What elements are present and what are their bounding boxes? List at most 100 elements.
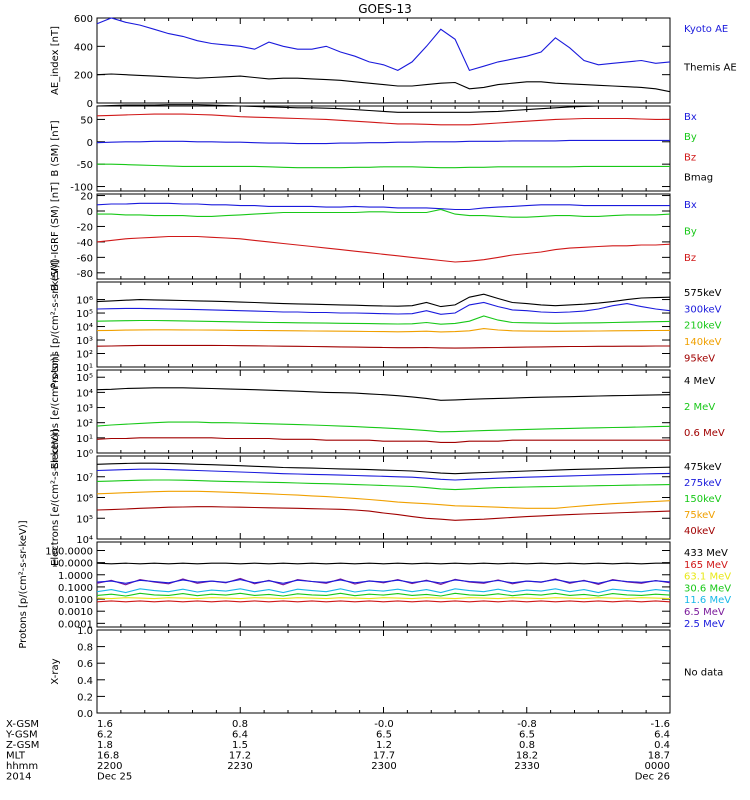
series-line-bmag (96, 104, 670, 113)
y-tick-label: 10² (76, 350, 93, 361)
legend-entry: 275keV (684, 478, 722, 489)
y-tick-label: 10⁵ (76, 514, 93, 525)
y-axis-label: Electrons [e/(cm²-s-sr)] (50, 354, 61, 470)
legend-entry: 140keV (684, 337, 722, 348)
xaxis-row-label: MLT (6, 751, 26, 762)
y-axis-label: B (SM)-IGRF (SM) [nT] (50, 182, 61, 291)
y-tick-label: -100 (70, 183, 93, 194)
xaxis-row-value: 6.5 (376, 730, 392, 741)
xaxis-row-value: 17.2 (229, 751, 251, 762)
panel-1: 0 200 400 600 AE_index [nT] Kyoto AE Themis AE (50, 14, 737, 110)
series-line-4-mev (96, 387, 671, 401)
xaxis-row-label: Y-GSM (5, 730, 38, 741)
y-tick-label: 1.0 (77, 626, 93, 637)
legend-entry: Bz (684, 253, 696, 264)
y-tick-label: 10.0000 (52, 559, 93, 570)
series-line-by (97, 208, 671, 218)
no-data-note: No data (684, 668, 723, 679)
xaxis-row-value: 0000 (645, 761, 670, 772)
xaxis-row-value: 6.2 (97, 730, 113, 741)
y-tick-label: 10⁴ (76, 535, 93, 546)
legend-entry: 4 MeV (684, 376, 715, 387)
xaxis-row-value: Dec 25 (97, 772, 132, 783)
y-tick-label: 10¹ (76, 434, 93, 445)
series-line-11.6-mev (96, 588, 671, 594)
series-line-30.6-mev (96, 592, 671, 597)
series-line-bz (96, 113, 670, 126)
xaxis-row-value: 1.6 (97, 719, 113, 730)
y-tick-label: -80 (77, 269, 93, 280)
series-line-bx (96, 202, 670, 211)
xaxis-row-value: 2200 (97, 761, 122, 772)
xaxis-row-value: 18.7 (648, 751, 670, 762)
y-tick-label: 400 (74, 42, 93, 53)
xaxis-row-value: 1.8 (97, 740, 113, 751)
legend-entry: Bz (684, 152, 696, 163)
y-axis-label: X-ray (50, 658, 61, 684)
xaxis-row-value: Dec 26 (635, 772, 670, 783)
series-line-63.1-mev (96, 597, 671, 600)
y-tick-label: 10¹ (76, 363, 93, 374)
legend-entry: Kyoto AE (684, 24, 728, 35)
legend-entry: Bx (684, 112, 697, 123)
y-axis-label: Protons [p/(cm²-s-sr-keV)] (18, 520, 29, 648)
legend-entry: 0.6 MeV (684, 428, 725, 439)
panel-8: 0.0 0.2 0.4 0.6 0.8 1.0 X-ray No data (50, 626, 723, 720)
xaxis-row-value: 18.2 (516, 751, 538, 762)
xaxis-row-value: 0.8 (519, 740, 535, 751)
y-tick-label: 0 (87, 99, 93, 110)
series-line-150kev (96, 479, 671, 491)
series-line-210kev (96, 315, 671, 325)
y-axis-label: Electrons [e/(cm²-s-sr-keV)] (50, 429, 61, 566)
y-tick-label: 0.8 (77, 643, 93, 654)
panel-4: 10¹ 10² 10³ 10⁴ 10⁵ 10⁶ Protons [p/(cm²-s-sr-k… (50, 260, 722, 388)
xaxis-row-value: 0.8 (232, 719, 248, 730)
y-tick-label: 0.0 (77, 709, 93, 720)
xaxis-row-value: 16.8 (97, 751, 119, 762)
xaxis-row-label: 2014 (6, 772, 31, 783)
y-axis-label: AE_index [nT] (50, 26, 61, 95)
series-line-bz (96, 235, 671, 263)
xaxis-row-value: 2300 (371, 761, 396, 772)
legend-entry: 475keV (684, 462, 722, 473)
series-line-40kev (96, 506, 671, 521)
y-tick-label: 10³ (76, 336, 93, 347)
xaxis-row-value: 17.7 (373, 751, 395, 762)
series-line-kyoto-ae (96, 17, 671, 72)
legend-entry: By (684, 227, 697, 238)
legend-entry: 75keV (684, 510, 715, 521)
y-tick-label: 10⁶ (76, 494, 93, 505)
xaxis-row-value: -0.0 (374, 719, 394, 730)
panel-3: -80 -60 -40 -20 0 20 B (SM)-IGRF (SM) [nT] Bx By… (50, 182, 697, 291)
panel-frame (96, 629, 671, 714)
y-tick-label: 10⁴ (76, 323, 93, 334)
series-line-75kev (96, 490, 671, 509)
y-tick-label: 0.6 (77, 659, 93, 670)
legend-entry: Themis AE (683, 63, 737, 74)
series-line-433-mev (96, 562, 670, 565)
y-tick-label: 0.0100 (58, 595, 93, 606)
y-tick-label: 0.1000 (58, 583, 93, 594)
y-tick-label: 0.0010 (58, 607, 93, 618)
y-tick-label: 0 (87, 138, 93, 149)
panel-5: 10⁰ 10¹ 10² 10³ 10⁴ 10⁵ Electrons [e/(cm²-s-sr… (50, 354, 725, 470)
xaxis-row-label: X-GSM (6, 719, 39, 730)
series-line-575kev (96, 293, 671, 308)
legend-entry: 95keV (684, 353, 715, 364)
series-line-2-mev (96, 421, 671, 433)
xaxis-row-value: 6.4 (654, 730, 670, 741)
panel-2: -100 -50 0 50 B (SM) [nT] Bx By Bz Bmag (50, 104, 713, 194)
y-tick-label: -60 (77, 253, 93, 264)
series-line-by (97, 163, 670, 169)
legend-entry: By (684, 132, 697, 143)
panel-frame (96, 455, 671, 540)
y-tick-label: 200 (74, 71, 93, 82)
y-tick-label: 10⁰ (76, 449, 93, 460)
xaxis-row-value: 2230 (227, 761, 252, 772)
xaxis-row-value: 6.4 (232, 730, 248, 741)
xaxis-row-value: 2330 (514, 761, 539, 772)
y-tick-label: -20 (77, 222, 93, 233)
y-tick-label: 100.0000 (45, 546, 93, 557)
xaxis-row-value: 1.2 (376, 740, 392, 751)
y-tick-label: 600 (74, 14, 93, 25)
